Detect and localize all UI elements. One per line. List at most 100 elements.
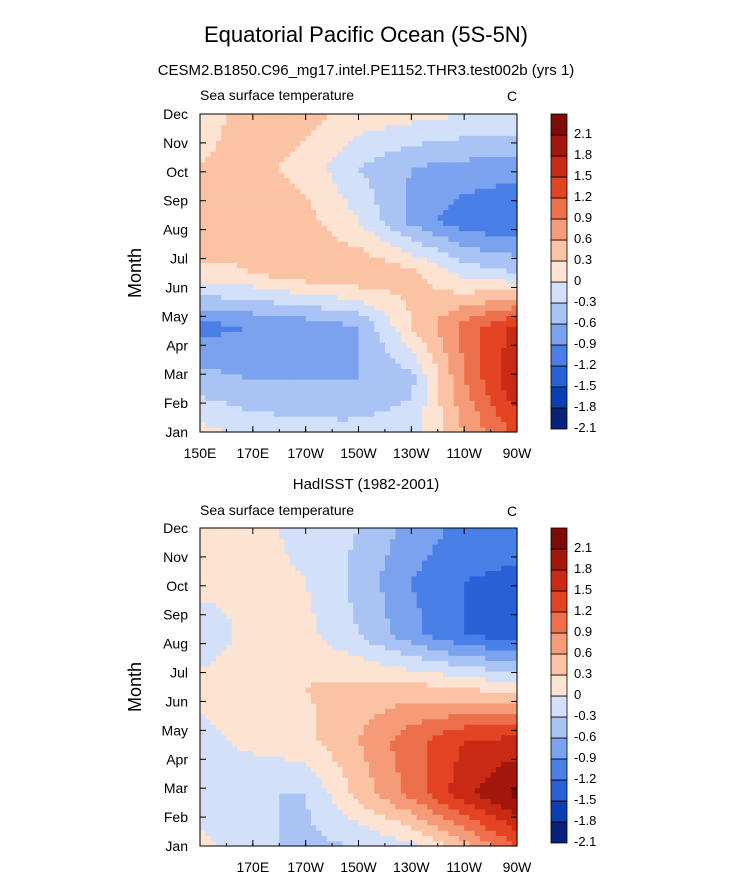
- contour-cell: [284, 808, 291, 815]
- contour-cell: [474, 315, 481, 322]
- contour-cell: [474, 336, 481, 343]
- contour-cell: [289, 124, 296, 131]
- contour-cell: [416, 124, 423, 131]
- contour-cell: [448, 368, 455, 375]
- contour-cell: [258, 835, 264, 842]
- contour-cell: [205, 161, 212, 168]
- contour-cell: [310, 198, 317, 205]
- contour-cell: [242, 262, 249, 269]
- contour-cell: [443, 426, 449, 433]
- contour-cell: [395, 368, 402, 375]
- contour-cell: [295, 129, 301, 136]
- contour-cell: [406, 331, 412, 338]
- contour-cell: [480, 341, 486, 348]
- contour-cell: [268, 814, 275, 821]
- contour-field-2: [200, 528, 518, 847]
- contour-cell: [247, 331, 254, 338]
- contour-cell: [437, 129, 444, 136]
- contour-cell: [490, 188, 497, 195]
- contour-cell: [358, 225, 365, 232]
- contour-cell: [258, 124, 264, 131]
- contour-cell: [300, 257, 307, 263]
- contour-cell: [437, 177, 444, 184]
- contour-cell: [342, 740, 349, 746]
- contour-cell: [321, 410, 328, 417]
- contour-cell: [480, 204, 486, 210]
- contour-cell: [427, 410, 434, 417]
- contour-cell: [310, 145, 317, 152]
- contour-cell: [474, 803, 481, 810]
- contour-cell: [511, 145, 518, 152]
- contour-cell: [337, 750, 344, 757]
- contour-cell: [501, 405, 508, 412]
- contour-cell: [268, 235, 275, 242]
- contour-cell: [379, 167, 386, 173]
- contour-cell: [279, 363, 286, 369]
- contour-cell: [273, 304, 280, 311]
- contour-cell: [400, 363, 407, 369]
- contour-cell: [384, 761, 391, 768]
- contour-cell: [464, 198, 471, 205]
- contour-cell: [437, 209, 444, 216]
- contour-cell: [416, 384, 423, 391]
- contour-cell: [511, 119, 518, 126]
- contour-cell: [326, 766, 333, 773]
- contour-cell: [321, 341, 328, 348]
- contour-cell: [464, 755, 471, 762]
- contour-cell: [205, 787, 212, 794]
- contour-cell: [221, 740, 228, 746]
- contour-cell: [205, 729, 212, 736]
- contour-cell: [384, 400, 391, 407]
- contour-cell: [337, 278, 344, 285]
- contour-cell: [406, 410, 412, 417]
- contour-cell: [226, 787, 233, 794]
- contour-cell: [421, 119, 428, 126]
- contour-cell: [226, 124, 233, 131]
- contour-cell: [395, 114, 402, 120]
- contour-cell: [337, 251, 344, 258]
- contour-cell: [337, 262, 344, 269]
- contour-cell: [305, 294, 312, 301]
- contour-cell: [252, 808, 259, 815]
- contour-cell: [273, 814, 280, 821]
- contour-cell: [210, 267, 217, 274]
- subtitle: CESM2.B1850.C96_mg17.intel.PE1152.THR3.t…: [157, 62, 575, 79]
- contour-cell: [485, 363, 492, 369]
- contour-cell: [221, 416, 228, 422]
- contour-cell: [395, 405, 402, 412]
- contour-cell: [200, 734, 206, 741]
- contour-cell: [369, 755, 375, 762]
- contour-cell: [236, 156, 243, 163]
- contour-cell: [469, 193, 476, 200]
- contour-cell: [205, 777, 212, 783]
- contour-cell: [369, 182, 375, 189]
- contour-cell: [511, 310, 518, 316]
- contour-cell: [421, 188, 428, 195]
- contour-cell: [506, 819, 513, 826]
- contour-cell: [215, 835, 222, 842]
- contour-cell: [379, 220, 386, 226]
- contour-cell: [200, 389, 206, 396]
- contour-cell: [448, 225, 455, 232]
- contour-cell: [337, 766, 344, 773]
- contour-cell: [289, 135, 296, 142]
- contour-cell: [305, 771, 312, 778]
- contour-cell: [300, 400, 307, 407]
- contour-cell: [448, 299, 455, 306]
- contour-cell: [437, 336, 444, 343]
- contour-cell: [384, 331, 391, 338]
- contour-cell: [411, 140, 418, 147]
- contour-cell: [353, 824, 360, 831]
- contour-cell: [485, 734, 492, 741]
- contour-cell: [200, 214, 206, 221]
- contour-cell: [464, 336, 471, 343]
- contour-cell: [316, 777, 323, 783]
- contour-cell: [295, 299, 301, 306]
- contour-cell: [432, 273, 439, 279]
- contour-cell: [495, 294, 502, 301]
- contour-cell: [458, 129, 465, 136]
- contour-cell: [226, 188, 233, 195]
- contour-cell: [495, 755, 502, 762]
- contour-cell: [200, 119, 206, 126]
- contour-cell: [474, 793, 481, 799]
